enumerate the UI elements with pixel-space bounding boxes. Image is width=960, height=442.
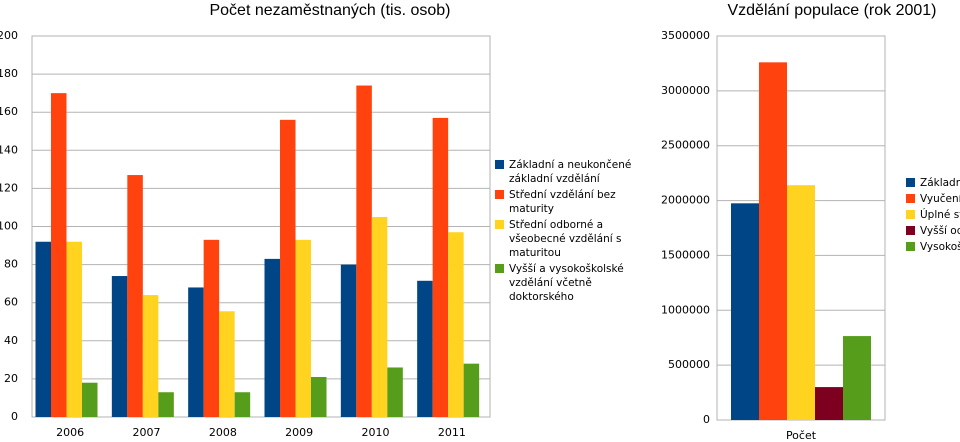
- bar: [340, 264, 357, 417]
- bar: [234, 392, 251, 417]
- x-tick-label: 2010: [362, 426, 390, 439]
- y-tick-label: 200: [0, 29, 18, 42]
- legend-item: Základní: [906, 176, 960, 190]
- legend-swatch: [906, 194, 915, 203]
- legend-label: Střední odborné a všeobecné vzdělání s m…: [509, 219, 622, 259]
- legend-label: Vyšší od: [920, 225, 960, 237]
- chart-title: Počet nezaměstnaných (tis. osob): [209, 2, 450, 19]
- x-tick-label: 2009: [285, 426, 313, 439]
- bar: [759, 62, 787, 421]
- legend-label: Vyučení: [920, 193, 960, 205]
- legend-label: Úplné st: [920, 209, 960, 221]
- chart-title: Vzdělání populace (rok 2001): [727, 2, 936, 19]
- bar: [158, 392, 174, 417]
- bar: [264, 258, 280, 417]
- bar: [111, 276, 128, 417]
- legend-swatch: [906, 242, 915, 251]
- bar: [82, 382, 98, 417]
- bar: [142, 295, 159, 417]
- bar: [843, 336, 871, 420]
- legend-item: Vyšší od: [906, 224, 960, 238]
- y-tick-label: 1000000: [661, 303, 710, 316]
- y-tick-label: 80: [4, 258, 18, 271]
- legend-label: Základní: [920, 177, 960, 189]
- y-tick-label: 160: [0, 105, 18, 118]
- bar: [731, 203, 759, 420]
- bar: [219, 311, 235, 417]
- y-tick-label: 3000000: [661, 84, 710, 97]
- y-tick-label: 0: [11, 410, 18, 423]
- plot-frame: [31, 35, 491, 418]
- legend-label: Střední vzdělání bez maturity: [509, 189, 616, 215]
- bar: [311, 376, 327, 417]
- y-tick-label: 0: [703, 413, 710, 426]
- bar: [188, 287, 204, 417]
- bar: [203, 239, 220, 417]
- bar: [280, 119, 296, 417]
- legend-label: Vyšší a vysokoškolské vzdělání včetně do…: [509, 263, 624, 303]
- legend-swatch: [495, 264, 504, 273]
- x-tick-label: 2007: [133, 426, 161, 439]
- legend-swatch: [495, 220, 504, 229]
- y-tick-label: 60: [4, 296, 18, 309]
- legend: Základní a neukončené základní vzdělání S…: [495, 158, 641, 306]
- bar: [295, 239, 311, 417]
- legend-item: Vysokoš: [906, 240, 960, 254]
- legend-label: Základní a neukončené základní vzdělání: [509, 159, 632, 185]
- x-tick-label: Počet: [786, 429, 817, 442]
- legend-swatch: [495, 160, 504, 169]
- y-tick-label: 100: [0, 220, 18, 233]
- bar: [356, 85, 372, 417]
- y-tick-label: 40: [4, 334, 18, 347]
- legend-item: Vyšší a vysokoškolské vzdělání včetně do…: [495, 262, 641, 304]
- y-tick-label: 1500000: [661, 248, 710, 261]
- legend-swatch: [906, 178, 915, 187]
- y-tick-label: 20: [4, 372, 18, 385]
- legend-item: Úplné st: [906, 208, 960, 222]
- x-tick-label: 2006: [56, 426, 84, 439]
- y-tick-label: 120: [0, 181, 18, 194]
- bar: [417, 280, 433, 417]
- legend-label: Vysokoš: [920, 241, 960, 253]
- legend-swatch: [495, 190, 504, 199]
- bar: [463, 363, 480, 417]
- legend-item: Střední vzdělání bez maturity: [495, 188, 641, 216]
- x-tick-label: 2011: [438, 426, 466, 439]
- legend-swatch: [906, 226, 915, 235]
- bar: [51, 93, 67, 418]
- y-tick-label: 3500000: [661, 29, 710, 42]
- bar: [815, 387, 843, 420]
- bar: [66, 241, 82, 417]
- y-tick-label: 140: [0, 143, 18, 156]
- legend: Základní Vyučení Úplné st Vyšší od Vysokoš: [906, 176, 960, 256]
- y-tick-label: 180: [0, 67, 18, 80]
- y-tick-label: 2500000: [661, 139, 710, 152]
- bar: [35, 241, 51, 417]
- bar: [787, 185, 815, 420]
- bar: [127, 175, 143, 417]
- bar: [387, 367, 403, 417]
- bar: [371, 216, 388, 417]
- bar: [448, 232, 464, 417]
- bar: [432, 117, 449, 417]
- legend-swatch: [906, 210, 915, 219]
- y-tick-label: 500000: [668, 358, 710, 371]
- legend-item: Střední odborné a všeobecné vzdělání s m…: [495, 218, 641, 260]
- y-tick-label: 2000000: [661, 194, 710, 207]
- x-tick-label: 2008: [209, 426, 237, 439]
- legend-item: Základní a neukončené základní vzdělání: [495, 158, 641, 186]
- legend-item: Vyučení: [906, 192, 960, 206]
